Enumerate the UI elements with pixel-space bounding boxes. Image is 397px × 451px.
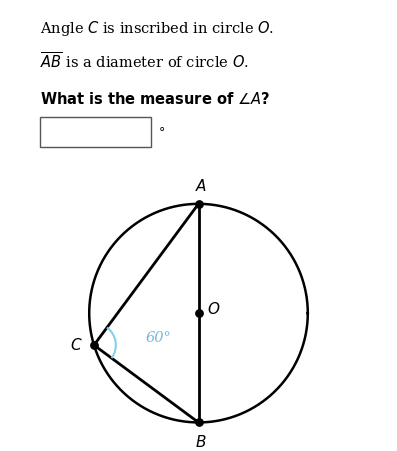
Text: $A$: $A$: [195, 178, 207, 193]
Text: Angle $C$ is inscribed in circle $O$.: Angle $C$ is inscribed in circle $O$.: [40, 19, 274, 38]
Point: [195, 201, 202, 208]
Text: 60°: 60°: [146, 331, 172, 345]
Point: [195, 419, 202, 426]
Text: $B$: $B$: [195, 433, 206, 449]
Text: What is the measure of $\angle A$?: What is the measure of $\angle A$?: [40, 91, 270, 107]
FancyBboxPatch shape: [40, 117, 151, 148]
Text: $C$: $C$: [70, 336, 83, 352]
Point: [91, 342, 97, 349]
Text: $O$: $O$: [207, 300, 221, 316]
Text: $\overline{AB}$ is a diameter of circle $O$.: $\overline{AB}$ is a diameter of circle …: [40, 51, 249, 71]
Point: [195, 310, 202, 317]
Text: °: °: [159, 126, 165, 139]
